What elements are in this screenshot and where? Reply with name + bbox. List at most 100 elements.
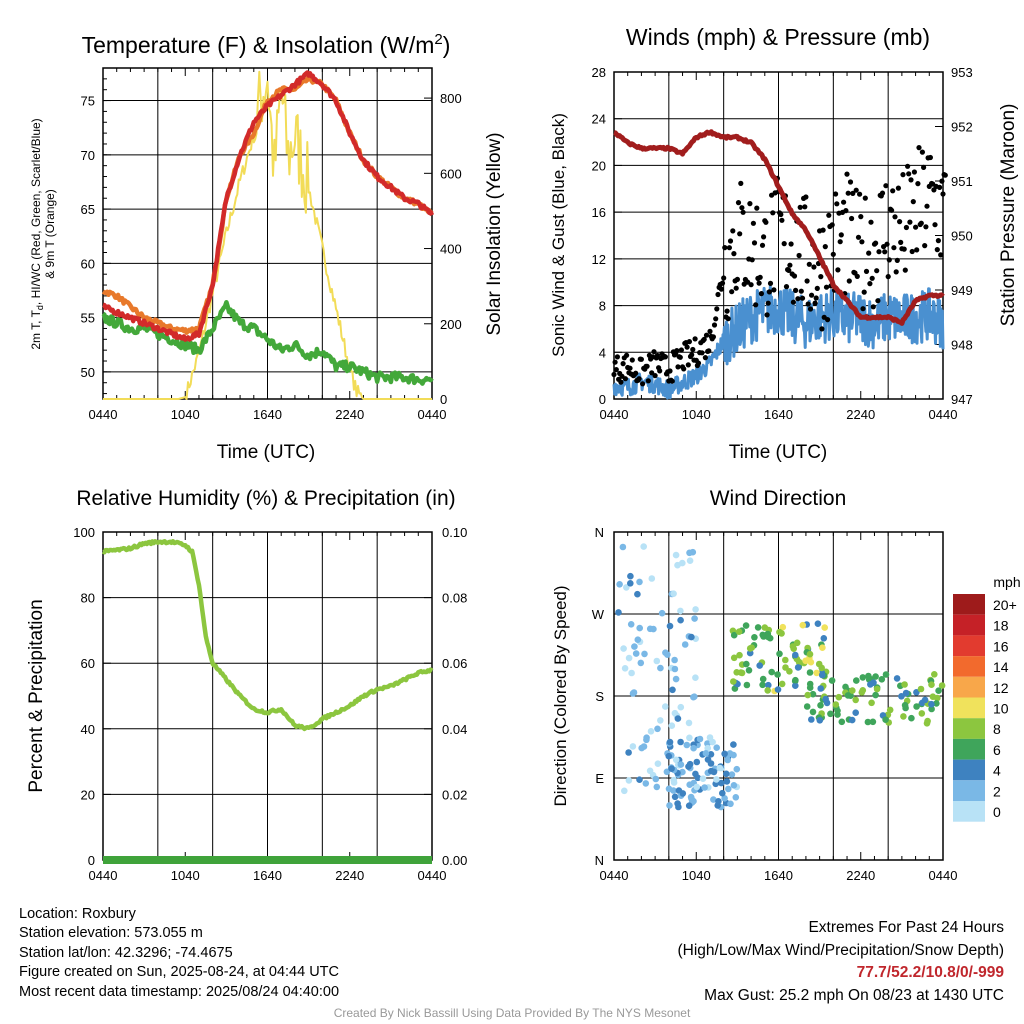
wind-direction-panel: Wind Direction Direction (Colored By Spe… bbox=[551, 487, 1021, 883]
direction-point bbox=[693, 783, 701, 791]
gust-point bbox=[703, 332, 710, 338]
gust-point bbox=[804, 278, 810, 284]
direction-point bbox=[686, 557, 694, 564]
direction-point bbox=[702, 750, 710, 757]
x-tick-label: 1040 bbox=[171, 868, 200, 883]
direction-point bbox=[619, 543, 627, 551]
gust-point bbox=[908, 177, 914, 183]
winds-xlabel: Time (UTC) bbox=[729, 442, 828, 463]
gust-point bbox=[875, 298, 881, 304]
gust-point bbox=[853, 187, 859, 193]
winds-title: Winds (mph) & Pressure (mb) bbox=[626, 24, 930, 50]
direction-point bbox=[627, 580, 634, 587]
legend-label: 10 bbox=[993, 701, 1009, 717]
direction-point bbox=[774, 671, 781, 678]
direction-point bbox=[677, 616, 684, 624]
y-tick-label: 70 bbox=[81, 148, 95, 163]
gust-point bbox=[757, 274, 763, 280]
direction-point bbox=[674, 715, 682, 722]
gust-point bbox=[765, 300, 771, 306]
direction-point bbox=[794, 664, 802, 671]
direction-point bbox=[808, 716, 815, 723]
y-tick-label: 50 bbox=[81, 365, 95, 380]
y2-tick-label: 0.02 bbox=[442, 787, 467, 802]
gust-point bbox=[883, 183, 889, 189]
y-tick-label: 0 bbox=[88, 853, 95, 868]
gust-point bbox=[730, 228, 736, 234]
direction-point bbox=[721, 750, 728, 758]
direction-point bbox=[868, 699, 875, 707]
gust-point bbox=[911, 169, 918, 175]
temperature-title: Temperature (F) & Insolation (W/m2) bbox=[82, 31, 451, 58]
series-line bbox=[103, 70, 432, 400]
direction-point bbox=[928, 705, 935, 713]
gust-point bbox=[614, 354, 621, 360]
y-tick-label: 24 bbox=[592, 112, 606, 127]
gust-point bbox=[811, 264, 817, 270]
direction-point bbox=[716, 764, 724, 772]
direction-point bbox=[886, 706, 894, 714]
legend-label: 0 bbox=[993, 804, 1001, 820]
gust-point bbox=[675, 364, 681, 370]
direction-point bbox=[689, 548, 697, 556]
gust-point bbox=[837, 239, 843, 245]
direction-point bbox=[685, 763, 692, 770]
x-tick-label: 0440 bbox=[89, 868, 118, 883]
x-tick-label: 0440 bbox=[929, 868, 958, 883]
gust-point bbox=[823, 284, 830, 290]
gust-point bbox=[861, 289, 867, 295]
gust-point bbox=[855, 234, 862, 240]
direction-point bbox=[672, 756, 680, 764]
gust-point bbox=[907, 219, 913, 225]
direction-point bbox=[848, 716, 856, 724]
direction-point bbox=[620, 645, 627, 652]
gust-point bbox=[829, 222, 835, 228]
gust-point bbox=[722, 245, 728, 251]
gust-point bbox=[863, 268, 870, 274]
y-tick-label: 12 bbox=[592, 252, 606, 267]
gust-point bbox=[859, 239, 865, 245]
gust-point bbox=[807, 306, 814, 312]
direction-point bbox=[821, 624, 828, 631]
legend-label: 8 bbox=[993, 721, 1001, 737]
gust-point bbox=[611, 371, 617, 378]
direction-point bbox=[842, 683, 849, 691]
gust-point bbox=[781, 241, 787, 247]
gust-point bbox=[938, 252, 944, 258]
series-line bbox=[102, 70, 435, 342]
gust-point bbox=[918, 220, 924, 226]
direction-point bbox=[653, 657, 661, 665]
direction-point bbox=[647, 728, 655, 735]
direction-point bbox=[732, 794, 740, 801]
direction-point bbox=[776, 628, 783, 636]
direction-point bbox=[625, 749, 632, 756]
direction-point bbox=[627, 621, 635, 628]
direction-point bbox=[657, 664, 664, 672]
gust-point bbox=[835, 267, 841, 273]
direction-point bbox=[690, 693, 697, 701]
legend-label: 20+ bbox=[993, 597, 1017, 613]
direction-point bbox=[686, 734, 693, 742]
direction-point bbox=[765, 681, 772, 689]
gust-point bbox=[847, 179, 854, 185]
direction-point bbox=[806, 650, 814, 658]
direction-point bbox=[870, 679, 877, 686]
gust-point bbox=[787, 262, 793, 268]
gust-point bbox=[702, 355, 709, 361]
direction-point bbox=[686, 781, 693, 788]
direction-point bbox=[764, 687, 771, 694]
gust-point bbox=[916, 145, 922, 151]
gust-point bbox=[799, 295, 806, 301]
direction-point bbox=[719, 789, 726, 797]
gust-point bbox=[677, 354, 683, 360]
gust-point bbox=[921, 164, 927, 170]
gust-point bbox=[834, 201, 840, 207]
legend-label: 16 bbox=[993, 638, 1009, 654]
gust-point bbox=[814, 285, 820, 291]
gust-point bbox=[805, 301, 811, 307]
gust-point bbox=[771, 287, 777, 293]
direction-point bbox=[730, 751, 737, 759]
gust-point bbox=[870, 304, 876, 310]
x-tick-label: 0440 bbox=[600, 868, 629, 883]
direction-point bbox=[721, 795, 728, 802]
